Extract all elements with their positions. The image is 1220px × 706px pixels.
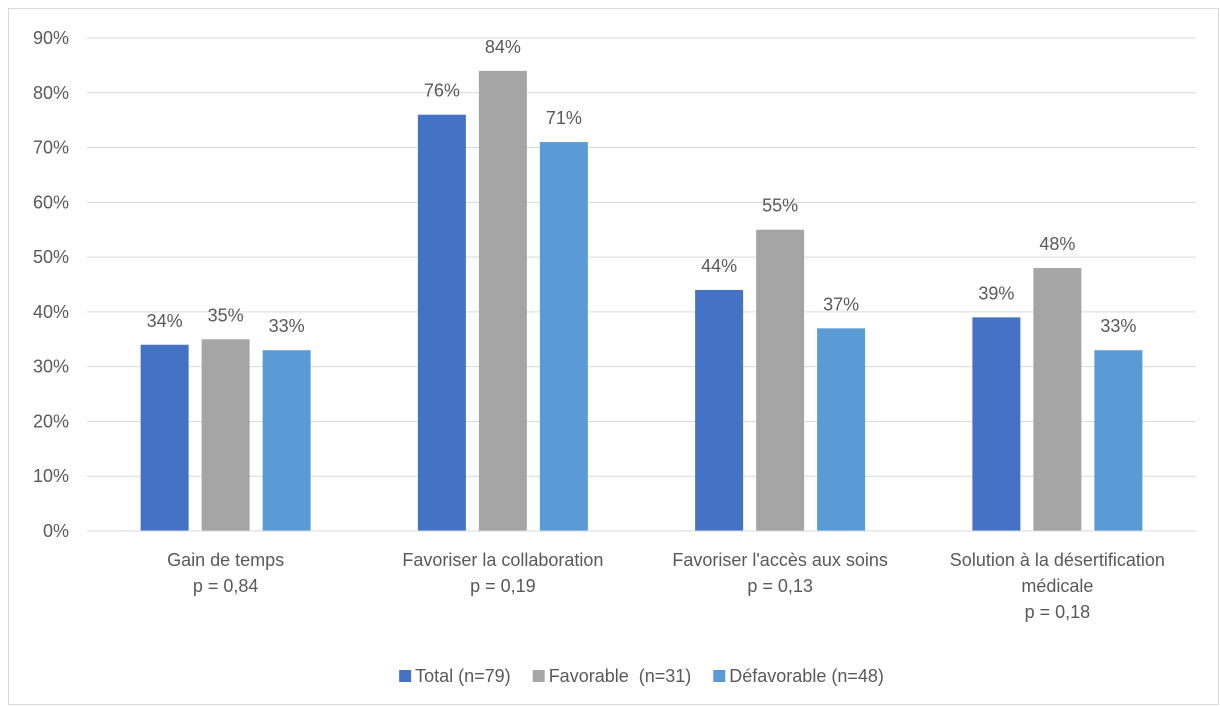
data-label: 39% xyxy=(978,283,1014,303)
x-category-label-line: p = 0,13 xyxy=(747,576,813,596)
data-label: 76% xyxy=(424,81,460,101)
y-tick-label: 20% xyxy=(33,411,69,431)
legend-swatch xyxy=(399,670,412,682)
x-category-label-line: Favoriser la collaboration xyxy=(402,550,603,570)
legend-label: Défavorable (n=48) xyxy=(729,666,884,686)
bar xyxy=(539,142,588,532)
y-tick-label: 80% xyxy=(33,83,69,103)
data-label: 71% xyxy=(546,108,582,128)
bar xyxy=(1094,350,1143,531)
y-tick-label: 70% xyxy=(33,138,69,158)
y-tick-label: 40% xyxy=(33,302,69,322)
legend-label: Total (n=79) xyxy=(415,666,511,686)
bar xyxy=(756,229,805,531)
y-tick-label: 0% xyxy=(43,521,69,541)
bar xyxy=(417,114,466,531)
x-category-label: Gain de temps p = 0,84 xyxy=(167,550,284,596)
data-label: 84% xyxy=(485,37,521,57)
data-label: 34% xyxy=(147,311,183,331)
bar xyxy=(972,317,1021,531)
data-label: 33% xyxy=(269,316,305,336)
y-tick-label: 60% xyxy=(33,192,69,212)
x-category-label-line: p = 0,19 xyxy=(470,576,536,596)
legend-label: Favorable (n=31) xyxy=(549,666,692,686)
x-category-label-line: p = 0,84 xyxy=(193,576,259,596)
bar xyxy=(695,289,744,531)
bar xyxy=(262,350,311,531)
x-category-label-line: Favoriser l'accès aux soins xyxy=(672,550,888,570)
legend-swatch xyxy=(532,670,545,682)
x-category-label-line: Solution à la désertification xyxy=(950,550,1165,570)
data-label: 37% xyxy=(823,294,859,314)
data-label: 35% xyxy=(208,305,244,325)
legend-swatch xyxy=(713,670,726,682)
x-category-label: Solution à la désertification médicale p =… xyxy=(950,550,1165,622)
data-label: 33% xyxy=(1100,316,1136,336)
data-label: 44% xyxy=(701,256,737,276)
x-category-label-line: médicale xyxy=(1021,576,1093,596)
bar xyxy=(1033,268,1082,531)
y-tick-label: 50% xyxy=(33,247,69,267)
x-category-label-line: p = 0,18 xyxy=(1025,602,1091,622)
data-label: 48% xyxy=(1039,234,1075,254)
y-tick-label: 90% xyxy=(33,28,69,48)
bar xyxy=(478,70,527,531)
bar xyxy=(140,344,189,531)
bar xyxy=(817,328,866,531)
y-tick-label: 10% xyxy=(33,466,69,486)
x-category-label-line: Gain de temps xyxy=(167,550,284,570)
x-category-label: Favoriser la collaboration p = 0,19 xyxy=(402,550,603,596)
data-label: 55% xyxy=(762,196,798,216)
bar xyxy=(201,339,250,531)
x-category-label: Favoriser l'accès aux soins p = 0,13 xyxy=(672,550,888,596)
y-tick-label: 30% xyxy=(33,357,69,377)
